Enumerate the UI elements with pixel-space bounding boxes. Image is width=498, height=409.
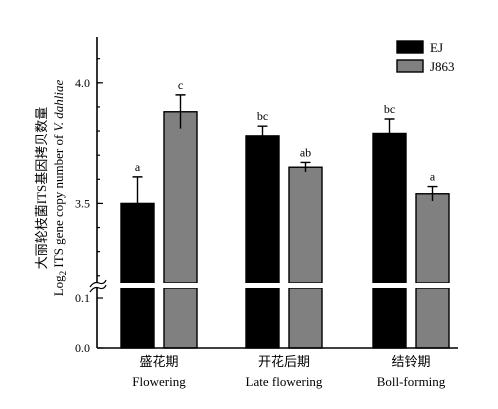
sig-label-j863-2: a (430, 170, 436, 184)
bar-upper-ej-2 (372, 132, 407, 284)
legend: EJ J863 (396, 40, 455, 74)
significance-labels-layer: a bc bc c ab a (135, 78, 436, 184)
bar-lower-j863-2 (415, 287, 450, 349)
category-labels-layer: 盛花期 Flowering 开花后期 Late flowering 结铃期 Boll-fo… (132, 354, 446, 389)
bars-layer (120, 111, 450, 349)
bar-lower-ej-0 (120, 287, 155, 349)
error-bar-ej-1 (257, 125, 268, 146)
axis-break-gap (97, 283, 457, 288)
error-bar-j863-1 (300, 161, 311, 173)
y-axis-label: 大丽轮枝菌ITS基因拷贝数量 Log2 ITS gene copy number… (34, 79, 68, 296)
category-label-cn-0: 盛花期 (139, 354, 178, 369)
sig-label-ej-0: a (135, 160, 141, 174)
error-bar-j863-2 (427, 185, 438, 201)
sig-label-ej-1: bc (257, 109, 268, 123)
category-label-cn-2: 结铃期 (391, 354, 430, 369)
error-bar-ej-2 (384, 118, 395, 148)
legend-label-ej: EJ (430, 40, 443, 55)
y-tick-label-lower-1: 0.1 (75, 291, 90, 305)
sig-label-j863-1: ab (300, 145, 311, 159)
y-tick-label-lower-0: 0.0 (75, 341, 90, 355)
category-label-en-2: Boll-forming (377, 374, 446, 389)
error-bars-layer (132, 94, 438, 230)
bar-lower-j863-1 (288, 287, 323, 349)
category-label-en-0: Flowering (132, 374, 186, 389)
bar-upper-ej-1 (245, 135, 280, 284)
legend-swatch-ej (396, 40, 424, 54)
y-tick-label-upper-0: 3.5 (75, 196, 90, 210)
axis-break-mark-bottom (89, 284, 107, 293)
error-bar-j863-0 (175, 94, 186, 129)
legend-label-j863: J863 (430, 59, 455, 74)
y-axis-label-en: Log2 ITS gene copy number of V. dahliae (51, 79, 68, 296)
y-ticks-layer: 3.5 4.0 0.0 0.1 (75, 58, 103, 355)
legend-swatch-j863 (396, 59, 424, 73)
sig-label-j863-0: c (178, 78, 183, 92)
y-tick-label-upper-1: 4.0 (75, 76, 90, 90)
bar-upper-j863-0 (163, 111, 198, 284)
category-label-en-1: Late flowering (246, 374, 323, 389)
bar-upper-j863-2 (415, 193, 450, 284)
category-label-cn-1: 开花后期 (258, 354, 310, 369)
bar-lower-ej-1 (245, 287, 280, 349)
error-bar-ej-0 (132, 176, 143, 230)
sig-label-ej-2: bc (384, 102, 395, 116)
y-axis-label-cn: 大丽轮枝菌ITS基因拷贝数量 (34, 107, 49, 270)
bar-lower-ej-2 (372, 287, 407, 349)
bar-lower-j863-0 (163, 287, 198, 349)
bar-upper-j863-1 (288, 166, 323, 284)
axis-break-mark-top (89, 279, 107, 288)
